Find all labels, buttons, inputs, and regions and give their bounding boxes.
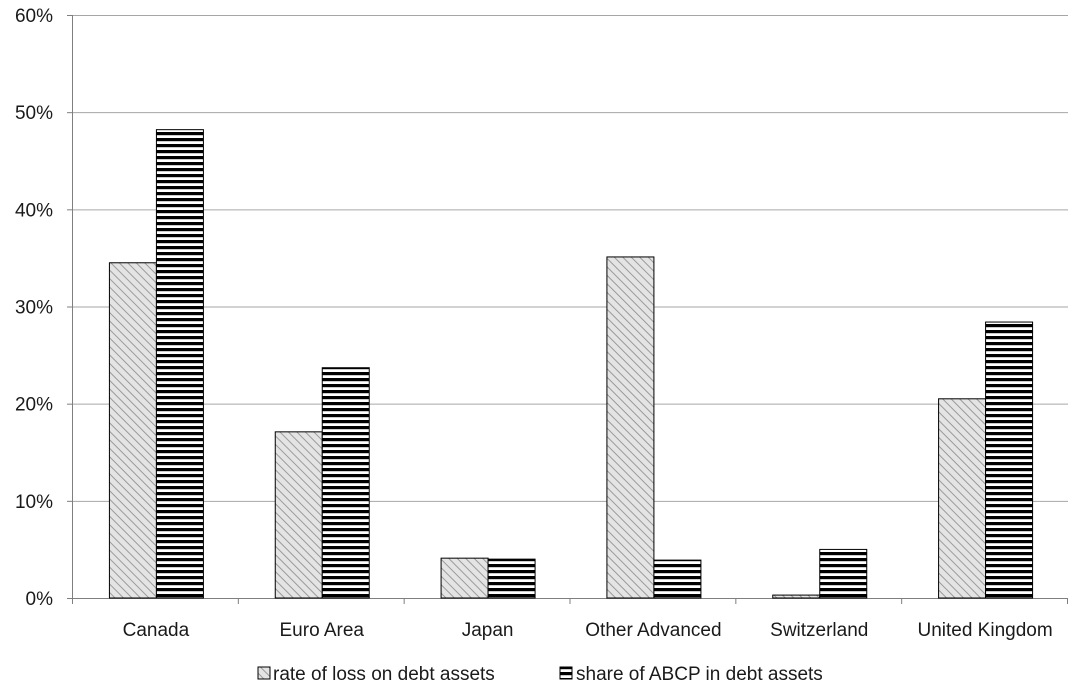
bar-abcp-share-switzerland	[819, 548, 868, 599]
legend-item-1: share of ABCP in debt assets	[559, 664, 823, 685]
x-tick-label-1: Euro Area	[280, 620, 365, 641]
y-tick-label-5: 50%	[15, 103, 53, 124]
bar-abcp-share-euro-area	[321, 367, 370, 599]
bar-loss-rate-canada	[108, 262, 157, 599]
legend-swatch-0	[257, 666, 271, 680]
x-tick-label-5: United Kingdom	[917, 620, 1052, 641]
y-tick-label-1: 10%	[15, 492, 53, 513]
gridlines	[73, 15, 1068, 502]
legend-label-0: rate of loss on debt assets	[273, 664, 495, 685]
bars	[108, 129, 1034, 599]
legend-item-0: rate of loss on debt assets	[257, 664, 495, 685]
legend-swatch-1	[559, 666, 573, 680]
bar-abcp-share-japan	[487, 558, 536, 599]
bar-loss-rate-united-kingdom	[938, 398, 987, 599]
bar-loss-rate-other-advanced	[606, 256, 655, 599]
bar-loss-rate-switzerland	[772, 594, 821, 599]
y-tick-labels: 0% 10% 20% 30% 40% 50% 60%	[15, 6, 53, 610]
x-tick-label-0: Canada	[123, 620, 190, 641]
y-tick-label-6: 60%	[15, 6, 53, 27]
bar-loss-rate-euro-area	[274, 431, 323, 599]
y-tick-label-0: 0%	[26, 589, 54, 610]
x-tick-label-4: Switzerland	[770, 620, 868, 641]
y-tick-label-4: 40%	[15, 200, 53, 221]
y-tick-label-2: 20%	[15, 395, 53, 416]
axes	[67, 15, 1068, 604]
y-tick-label-3: 30%	[15, 298, 53, 319]
legend: rate of loss on debt assets share of ABCP…	[257, 664, 823, 685]
bar-abcp-share-canada	[155, 129, 204, 599]
bar-loss-rate-japan	[440, 557, 489, 599]
bar-abcp-share-united-kingdom	[985, 321, 1034, 599]
x-tick-label-2: Japan	[462, 620, 514, 641]
x-tick-label-3: Other Advanced	[585, 620, 721, 641]
x-tick-labels: Canada Euro Area Japan Other Advanced Switze…	[123, 620, 1053, 641]
legend-label-1: share of ABCP in debt assets	[576, 664, 823, 685]
bar-abcp-share-other-advanced	[653, 559, 702, 599]
